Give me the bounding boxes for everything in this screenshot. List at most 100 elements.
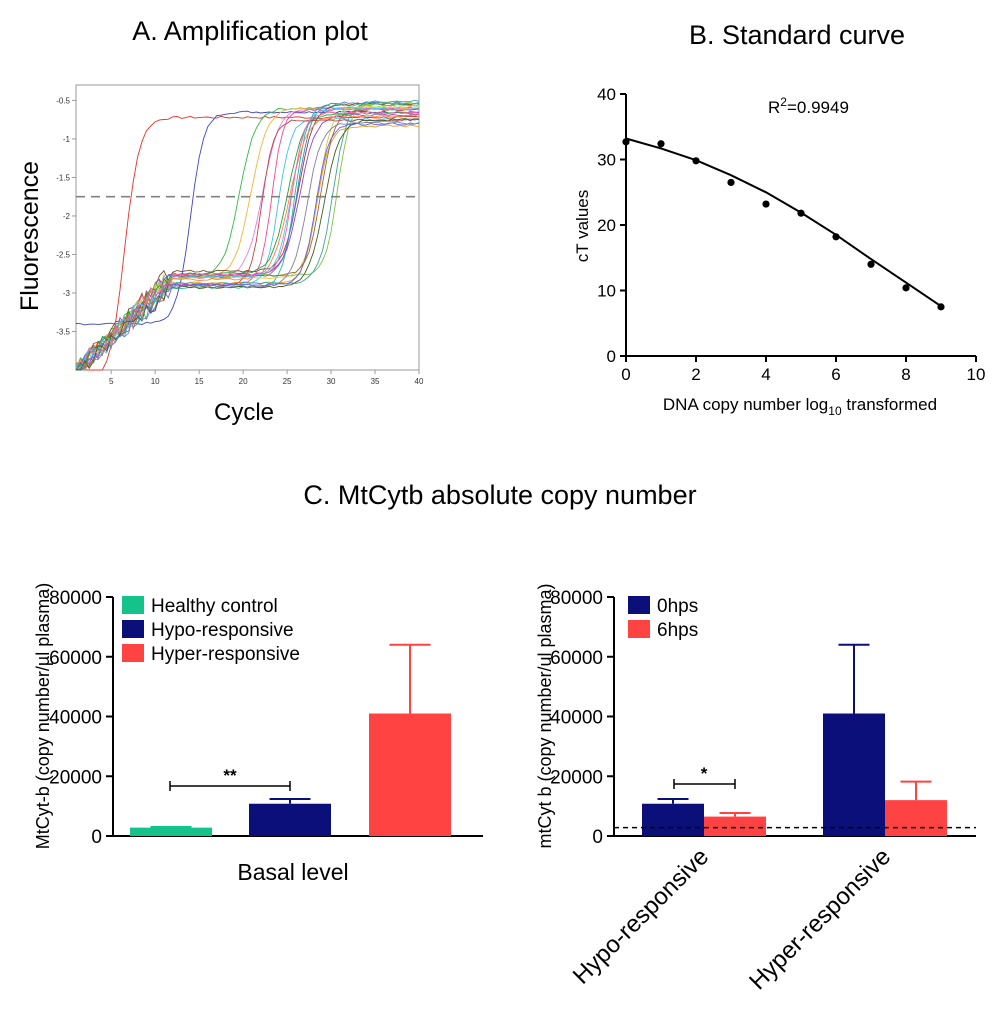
amp-y-tick-label: -1.5: [56, 173, 70, 182]
basal-y-tick-label: 40000: [49, 708, 102, 729]
category-label: Hypo-responsive: [568, 843, 714, 989]
standard-curve-title: B. Standard curve: [689, 20, 905, 50]
legend-label: Healthy control: [151, 596, 278, 617]
response-y-tick-label: 40000: [550, 708, 603, 729]
legend-swatch: [628, 596, 650, 614]
basal-significance: **: [169, 766, 291, 791]
standard-curve-x-tick-label: 8: [901, 365, 910, 384]
standard-curve-point: [622, 138, 630, 146]
amp-x-tick-label: 40: [415, 377, 424, 386]
response-legend: 0hps 6hps: [628, 596, 698, 641]
basal-bars: [130, 643, 451, 836]
amplification-curve: [75, 121, 420, 370]
legend-label: 6hps: [657, 620, 698, 641]
response-y-axis-label: mtCyt b (copy number/ul plasma): [535, 583, 555, 848]
category-label: Hyper-responsive: [744, 843, 896, 995]
amplification-x-axis-label: Cycle: [214, 399, 274, 426]
standard-curve-x-tick-label: 10: [967, 365, 986, 384]
amplification-plot-panel: A. Amplification plot Fluorescence Cycle…: [16, 16, 424, 426]
amp-x-tick-label: 20: [239, 377, 248, 386]
basal-y-tick-label: 60000: [49, 648, 102, 669]
panel-c-title: C. MtCytb absolute copy number: [303, 480, 696, 510]
amplification-curve: [75, 99, 420, 371]
standard-curve-x-axis-label: DNA copy number log10 transformed: [663, 395, 937, 418]
standard-curve-point: [832, 233, 840, 241]
legend-label: Hyper-responsive: [151, 644, 300, 665]
amplification-curve: [75, 107, 420, 371]
standard-curve-point: [762, 200, 770, 208]
legend-swatch: [122, 620, 144, 638]
standard-curve-x-tick-label: 0: [621, 365, 630, 384]
standard-curve-point: [797, 209, 805, 217]
amplification-curves: [75, 99, 420, 371]
standard-curve-point: [902, 284, 910, 292]
basal-level-bar-chart: MtCyt-b (copy number/µl plasma) Basal le…: [33, 583, 483, 885]
basal-y-tick-label: 20000: [49, 767, 102, 788]
amplification-plot-title: A. Amplification plot: [132, 16, 368, 46]
standard-curve-point: [692, 157, 700, 165]
amp-x-tick-label: 25: [283, 377, 292, 386]
standard-curve-fit-line: [625, 137, 942, 308]
standard-curve-y-tick-label: 10: [597, 282, 616, 301]
amp-y-tick-label: -3.5: [56, 327, 70, 336]
amplification-ticks: 5 10 15 20 25 30 35 40 -0.5 -1 -1.5 -2 -2.5 -3 -3.5: [56, 96, 424, 386]
standard-curve-y-axis-label: cT values: [573, 190, 592, 262]
amplification-curve: [76, 115, 420, 371]
standard-curve-y-tick-label: 30: [597, 151, 616, 170]
response-y-tick-label: 60000: [550, 648, 603, 669]
response-bars: [642, 643, 947, 836]
amp-y-tick-label: -2.5: [56, 250, 70, 259]
legend-label: 0hps: [657, 596, 698, 617]
amplification-curve: [75, 122, 420, 371]
standard-curve-panel: B. Standard curve cT values DNA copy num…: [573, 20, 985, 418]
basal-y-tick-label: 80000: [49, 588, 102, 609]
response-bar: [885, 800, 947, 836]
response-significance: *: [673, 764, 736, 789]
legend-swatch: [122, 596, 144, 614]
amplification-y-axis-label: Fluorescence: [16, 161, 44, 311]
amplification-curve: [75, 108, 419, 371]
response-y-tick-label: 20000: [550, 767, 603, 788]
standard-curve-point: [727, 178, 735, 187]
r-squared-annotation: R2=0.9949: [768, 95, 849, 117]
amp-y-tick-label: -2: [63, 212, 71, 221]
amp-x-tick-label: 5: [109, 377, 114, 386]
response-category-labels: Hypo-responsive Hyper-responsive: [568, 843, 896, 995]
standard-curve-point: [657, 140, 665, 148]
amp-y-tick-label: -1: [63, 135, 71, 144]
standard-curve-y-tick-label: 40: [597, 85, 616, 104]
significance-label: **: [223, 766, 237, 785]
standard-curve-axes: 0 2 4 6 8 10 0 10 20 30 40: [597, 85, 985, 384]
basal-bar: [249, 803, 331, 836]
basal-x-axis-label: Basal level: [237, 859, 348, 885]
basal-y-tick-label: 0: [91, 827, 102, 848]
response-y-tick-label: 80000: [550, 588, 603, 609]
amp-x-tick-label: 30: [327, 377, 336, 386]
standard-curve-x-tick-label: 6: [831, 365, 840, 384]
standard-curve-points: [622, 138, 945, 311]
basal-bar: [369, 713, 451, 836]
legend-swatch: [122, 644, 144, 662]
amp-x-tick-label: 35: [371, 377, 380, 386]
significance-label: *: [701, 764, 708, 783]
response-y-tick-label: 0: [592, 827, 603, 848]
response-bar: [823, 713, 885, 836]
legend-swatch: [628, 620, 650, 638]
amplification-curve: [75, 114, 420, 370]
amp-x-tick-label: 15: [195, 377, 204, 386]
amp-x-tick-label: 10: [151, 377, 160, 386]
response-bar: [642, 803, 704, 836]
response-bar-chart: mtCyt b (copy number/ul plasma) 0 20000 40…: [535, 583, 976, 995]
basal-bar: [130, 827, 212, 836]
legend-label: Hypo-responsive: [151, 620, 294, 641]
basal-y-axis-label: MtCyt-b (copy number/µl plasma): [33, 583, 53, 849]
standard-curve-y-tick-label: 0: [607, 347, 616, 366]
amp-y-tick-label: -3: [63, 289, 71, 298]
standard-curve-x-tick-label: 2: [691, 365, 700, 384]
standard-curve-point: [867, 260, 875, 268]
response-bar: [704, 816, 766, 836]
response-axes: 0 20000 40000 60000 80000: [550, 588, 976, 848]
standard-curve-y-tick-label: 20: [597, 216, 616, 235]
standard-curve-x-tick-label: 4: [761, 365, 770, 384]
